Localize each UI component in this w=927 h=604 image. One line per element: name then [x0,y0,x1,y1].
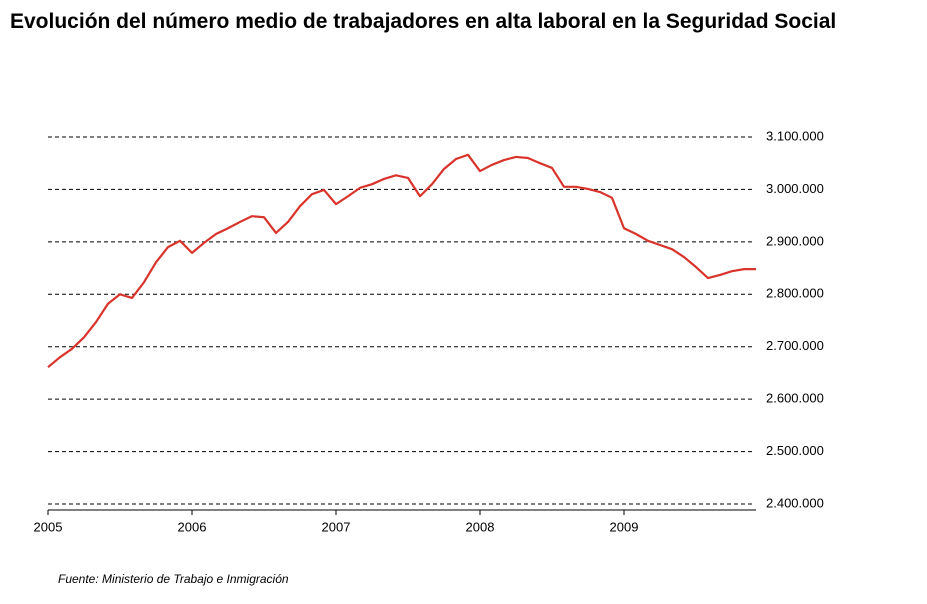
x-tick-label: 2008 [466,519,495,534]
x-tick-label: 2006 [178,519,207,534]
y-tick-label: 2.600.000 [766,391,824,406]
chart-title: Evolución del número medio de trabajador… [10,10,837,33]
y-tick-label: 2.500.000 [766,443,824,458]
x-tick-label: 2009 [610,519,639,534]
x-tick-label: 2005 [34,519,63,534]
y-tick-label: 2.400.000 [766,495,824,510]
source-note: Fuente: Ministerio de Trabajo e Inmigrac… [58,572,289,586]
y-tick-label: 2.800.000 [766,286,824,301]
y-tick-label: 3.000.000 [766,181,824,196]
y-tick-label: 2.700.000 [766,338,824,353]
data-line [47,153,756,369]
y-tick-label: 3.100.000 [766,128,824,143]
y-tick-label: 2.900.000 [766,233,824,248]
x-tick-label: 2007 [322,519,351,534]
